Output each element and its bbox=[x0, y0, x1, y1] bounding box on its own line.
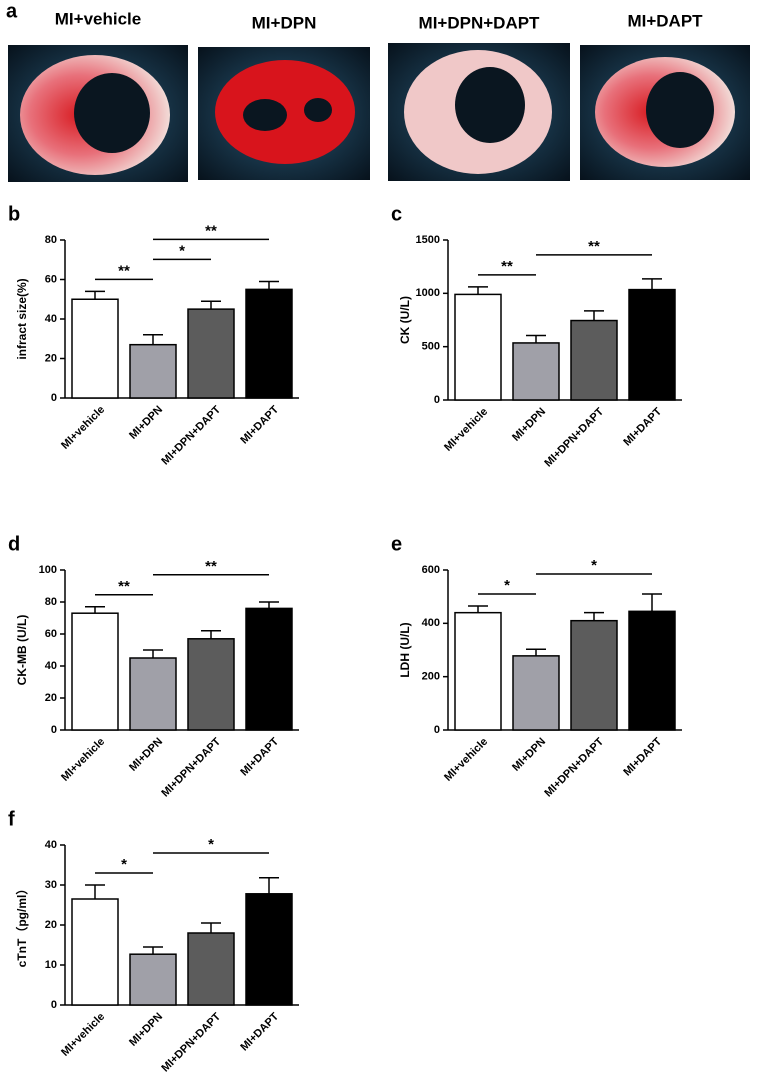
panel-letter: a bbox=[6, 0, 18, 22]
panel-letter: b bbox=[8, 203, 20, 225]
y-tick-label: 80 bbox=[45, 234, 57, 246]
significance-label: * bbox=[121, 856, 127, 873]
y-tick-label: 10 bbox=[45, 959, 57, 971]
significance-label: * bbox=[179, 242, 185, 259]
image bbox=[74, 73, 150, 153]
x-tick-label: MI+DPN+DAPT bbox=[159, 404, 223, 468]
y-tick-label: 200 bbox=[422, 671, 440, 683]
significance-label: ** bbox=[588, 238, 600, 255]
x-tick-label: MI+vehicle bbox=[59, 404, 107, 452]
panel-letter: f bbox=[8, 808, 15, 830]
y-tick-label: 80 bbox=[45, 596, 57, 608]
bar bbox=[570, 319, 618, 401]
significance-label: ** bbox=[118, 578, 130, 595]
y-tick-label: 20 bbox=[45, 919, 57, 931]
y-tick-label: 60 bbox=[45, 628, 57, 640]
y-axis-label: LDH (U/L) bbox=[398, 622, 412, 677]
bar bbox=[245, 288, 293, 399]
significance-label: ** bbox=[501, 258, 513, 275]
image-caption: MI+vehicle bbox=[55, 9, 141, 28]
bar bbox=[129, 343, 177, 399]
bar bbox=[512, 342, 560, 401]
x-tick-label: MI+vehicle bbox=[442, 736, 490, 784]
bar bbox=[129, 657, 177, 731]
x-tick-label: MI+DAPT bbox=[238, 403, 281, 446]
bar bbox=[454, 611, 502, 731]
bar bbox=[245, 893, 293, 1006]
bar bbox=[454, 293, 502, 401]
bar bbox=[71, 298, 119, 399]
y-tick-label: 60 bbox=[45, 273, 57, 285]
x-tick-label: MI+vehicle bbox=[59, 736, 107, 784]
y-axis-label: CK (U/L) bbox=[398, 296, 412, 344]
y-axis-label: cTnT（pg/ml） bbox=[14, 883, 29, 968]
bar bbox=[570, 619, 618, 731]
y-axis-label: infract size(%) bbox=[15, 278, 29, 359]
y-tick-label: 100 bbox=[39, 564, 57, 576]
heart-images bbox=[8, 43, 750, 182]
significance-label: * bbox=[208, 836, 214, 853]
significance-label: ** bbox=[118, 262, 130, 279]
image-caption: MI+DAPT bbox=[627, 11, 703, 30]
bar bbox=[187, 308, 235, 399]
image bbox=[304, 98, 332, 122]
bar bbox=[628, 610, 676, 731]
x-tick-label: MI+DAPT bbox=[621, 735, 664, 778]
x-tick-label: MI+vehicle bbox=[59, 1011, 107, 1059]
x-tick-label: MI+DPN+DAPT bbox=[159, 736, 223, 800]
bar bbox=[245, 607, 293, 731]
bar bbox=[187, 932, 235, 1006]
y-tick-label: 500 bbox=[422, 341, 440, 353]
bar bbox=[71, 898, 119, 1006]
y-tick-label: 400 bbox=[422, 617, 440, 629]
y-tick-label: 40 bbox=[45, 313, 57, 325]
x-tick-label: MI+DPN bbox=[510, 406, 548, 444]
y-tick-label: 20 bbox=[45, 352, 57, 364]
y-tick-label: 20 bbox=[45, 692, 57, 704]
bar bbox=[628, 288, 676, 401]
x-tick-label: MI+DAPT bbox=[238, 1010, 281, 1053]
bar bbox=[512, 655, 560, 731]
y-tick-label: 1000 bbox=[416, 287, 440, 299]
x-tick-label: MI+DPN+DAPT bbox=[542, 406, 606, 470]
y-axis-label: CK-MB (U/L) bbox=[15, 615, 29, 686]
panel-letter: c bbox=[391, 203, 402, 225]
y-tick-label: 0 bbox=[51, 392, 57, 404]
image-caption: MI+DPN bbox=[252, 13, 317, 32]
y-tick-label: 0 bbox=[434, 394, 440, 406]
x-tick-label: MI+DPN+DAPT bbox=[159, 1011, 223, 1075]
significance-label: ** bbox=[205, 222, 217, 239]
x-tick-label: MI+DPN bbox=[127, 736, 165, 774]
x-tick-label: MI+DPN bbox=[127, 1011, 165, 1049]
x-tick-label: MI+DPN+DAPT bbox=[542, 736, 606, 800]
bar bbox=[187, 638, 235, 731]
image bbox=[243, 99, 287, 131]
y-tick-label: 30 bbox=[45, 879, 57, 891]
significance-label: ** bbox=[205, 558, 217, 575]
y-tick-label: 1500 bbox=[416, 234, 440, 246]
significance-label: * bbox=[591, 557, 597, 574]
bar bbox=[129, 953, 177, 1006]
panel-letter: d bbox=[8, 533, 20, 555]
image-caption: MI+DPN+DAPT bbox=[419, 13, 541, 32]
x-tick-label: MI+vehicle bbox=[442, 406, 490, 454]
x-tick-label: MI+DPN bbox=[127, 404, 165, 442]
panel-letter: e bbox=[391, 533, 402, 555]
image bbox=[455, 67, 525, 143]
y-tick-label: 40 bbox=[45, 660, 57, 672]
bar bbox=[71, 612, 119, 731]
y-tick-label: 40 bbox=[45, 839, 57, 851]
x-tick-label: MI+DPN bbox=[510, 736, 548, 774]
image bbox=[646, 72, 714, 148]
x-tick-label: MI+DAPT bbox=[621, 405, 664, 448]
x-tick-label: MI+DAPT bbox=[238, 735, 281, 778]
y-tick-label: 600 bbox=[422, 564, 440, 576]
significance-label: * bbox=[504, 577, 510, 594]
y-tick-label: 0 bbox=[51, 999, 57, 1011]
y-tick-label: 0 bbox=[434, 724, 440, 736]
y-tick-label: 0 bbox=[51, 724, 57, 736]
